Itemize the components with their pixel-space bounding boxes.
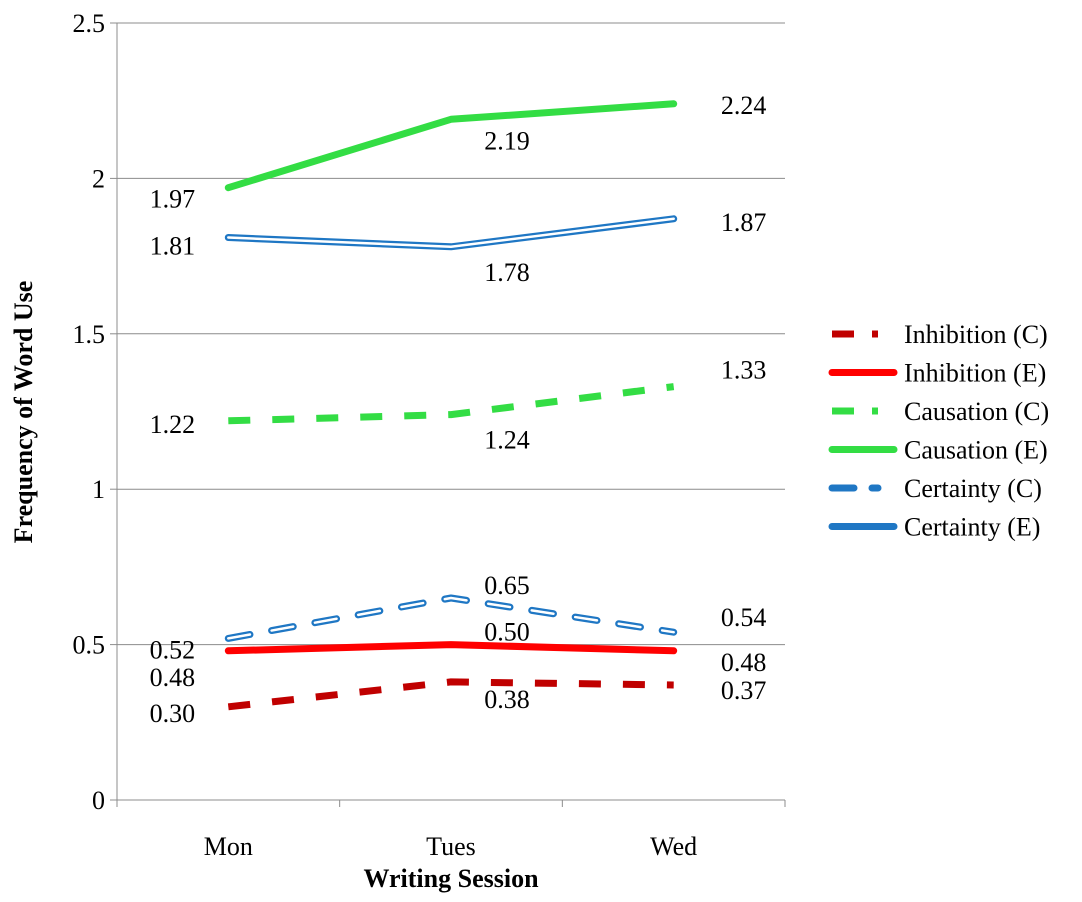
data-label: 0.52 <box>150 635 196 664</box>
series-0 <box>228 682 674 707</box>
data-label: 0.30 <box>150 699 196 728</box>
data-label: 0.38 <box>484 685 530 714</box>
series-lines <box>228 104 674 707</box>
legend-entry: Inhibition (E) <box>832 359 1046 388</box>
data-label: 2.19 <box>484 126 530 155</box>
y-tick-label: 2 <box>92 164 105 193</box>
data-label: 1.33 <box>721 356 767 385</box>
y-tick-label: 0 <box>92 786 105 815</box>
data-label: 0.48 <box>721 648 767 677</box>
legend-label: Certainty (C) <box>904 474 1042 503</box>
data-label: 0.54 <box>721 603 767 632</box>
x-tick-label: Tues <box>426 832 476 861</box>
legend-label: Inhibition (E) <box>904 359 1046 388</box>
y-tick-label: 1.5 <box>73 320 106 349</box>
data-label: 1.87 <box>721 208 767 237</box>
series-line <box>228 387 673 421</box>
series-line-inner <box>228 598 673 638</box>
data-label: 1.97 <box>150 185 196 214</box>
legend-entry: Causation (E) <box>832 436 1048 465</box>
series-line <box>228 219 673 247</box>
legend-label: Inhibition (C) <box>904 320 1048 349</box>
data-label: 2.24 <box>721 91 767 120</box>
data-label: 0.48 <box>150 663 196 692</box>
x-tick-label: Wed <box>650 832 697 861</box>
y-tick-label: 1 <box>92 475 105 504</box>
legend-entry: Certainty (E) <box>832 513 1040 542</box>
legend-entry: Certainty (C) <box>832 474 1042 503</box>
legend-label: Certainty (E) <box>904 513 1040 542</box>
data-label: 1.81 <box>150 231 196 260</box>
data-label: 0.37 <box>721 676 767 705</box>
data-label: 1.24 <box>484 426 530 455</box>
series-4 <box>228 598 674 639</box>
series-1 <box>228 645 674 651</box>
y-tick-label: 0.5 <box>73 631 106 660</box>
data-label: 0.50 <box>484 618 530 647</box>
data-label: 1.22 <box>150 410 196 439</box>
data-label: 0.65 <box>484 571 530 600</box>
series-line <box>228 682 673 707</box>
series-2 <box>228 387 674 421</box>
series-5 <box>228 219 674 247</box>
x-tick-label: Mon <box>204 832 253 861</box>
y-tick-label: 2.5 <box>73 9 106 38</box>
legend: Inhibition (C) Inhibition (E) Causation (C… <box>832 320 1049 542</box>
legend-label: Causation (E) <box>904 436 1048 465</box>
x-axis-title: Writing Session <box>363 864 539 893</box>
data-label: 1.78 <box>484 258 530 287</box>
series-line <box>228 104 673 188</box>
legend-label: Causation (C) <box>904 397 1049 426</box>
series-line <box>228 645 673 651</box>
series-3 <box>228 104 674 188</box>
series-line <box>228 598 673 638</box>
legend-entry: Inhibition (C) <box>832 320 1048 349</box>
y-axis-title: Frequency of Word Use <box>9 281 38 544</box>
legend-entry: Causation (C) <box>832 397 1049 426</box>
